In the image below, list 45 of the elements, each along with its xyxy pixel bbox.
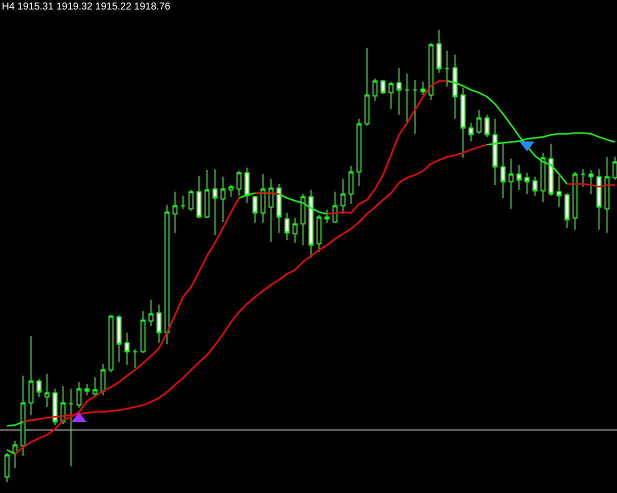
candlestick xyxy=(188,189,194,212)
candlestick xyxy=(148,299,154,327)
candlestick xyxy=(92,376,98,398)
candlestick xyxy=(596,168,602,230)
candlestick xyxy=(36,378,42,398)
candlestick xyxy=(460,87,466,158)
candlestick xyxy=(52,388,58,426)
candlestick xyxy=(484,114,490,138)
candlestick xyxy=(196,175,202,218)
candlestick xyxy=(76,382,82,408)
candlestick xyxy=(532,176,538,196)
candlestick xyxy=(292,217,298,244)
candlestick xyxy=(580,168,586,188)
candlestick xyxy=(68,388,74,467)
candlestick xyxy=(316,214,322,252)
candlestick xyxy=(572,171,578,230)
candlestick xyxy=(84,383,90,396)
candlestick xyxy=(588,170,594,194)
chart-title: H4 1915.31 1919.32 1915.22 1918.76 xyxy=(2,1,171,12)
candlestick xyxy=(564,192,570,228)
candlestick xyxy=(228,184,234,198)
candlestick xyxy=(220,176,226,223)
candlestick xyxy=(436,29,442,74)
candlestick xyxy=(172,191,178,234)
candlestick xyxy=(132,348,138,369)
candlestick xyxy=(508,158,514,210)
candlestick xyxy=(116,314,122,363)
candlestick xyxy=(44,373,50,408)
candlestick xyxy=(476,109,482,134)
candlestick xyxy=(4,452,10,483)
candlestick xyxy=(468,122,474,142)
candlestick xyxy=(604,156,610,234)
candlestick xyxy=(164,204,170,345)
candlestick xyxy=(212,168,218,236)
candlestick xyxy=(524,172,530,194)
candlestick xyxy=(156,304,162,344)
candlestick xyxy=(284,212,290,241)
candlestick xyxy=(100,364,106,396)
candlestick xyxy=(140,310,146,354)
candlestick xyxy=(28,335,34,416)
candlestick xyxy=(204,170,210,218)
candlestick xyxy=(108,314,114,373)
candlestick xyxy=(516,164,522,190)
candlestick xyxy=(180,195,186,210)
candlestick xyxy=(124,332,130,366)
